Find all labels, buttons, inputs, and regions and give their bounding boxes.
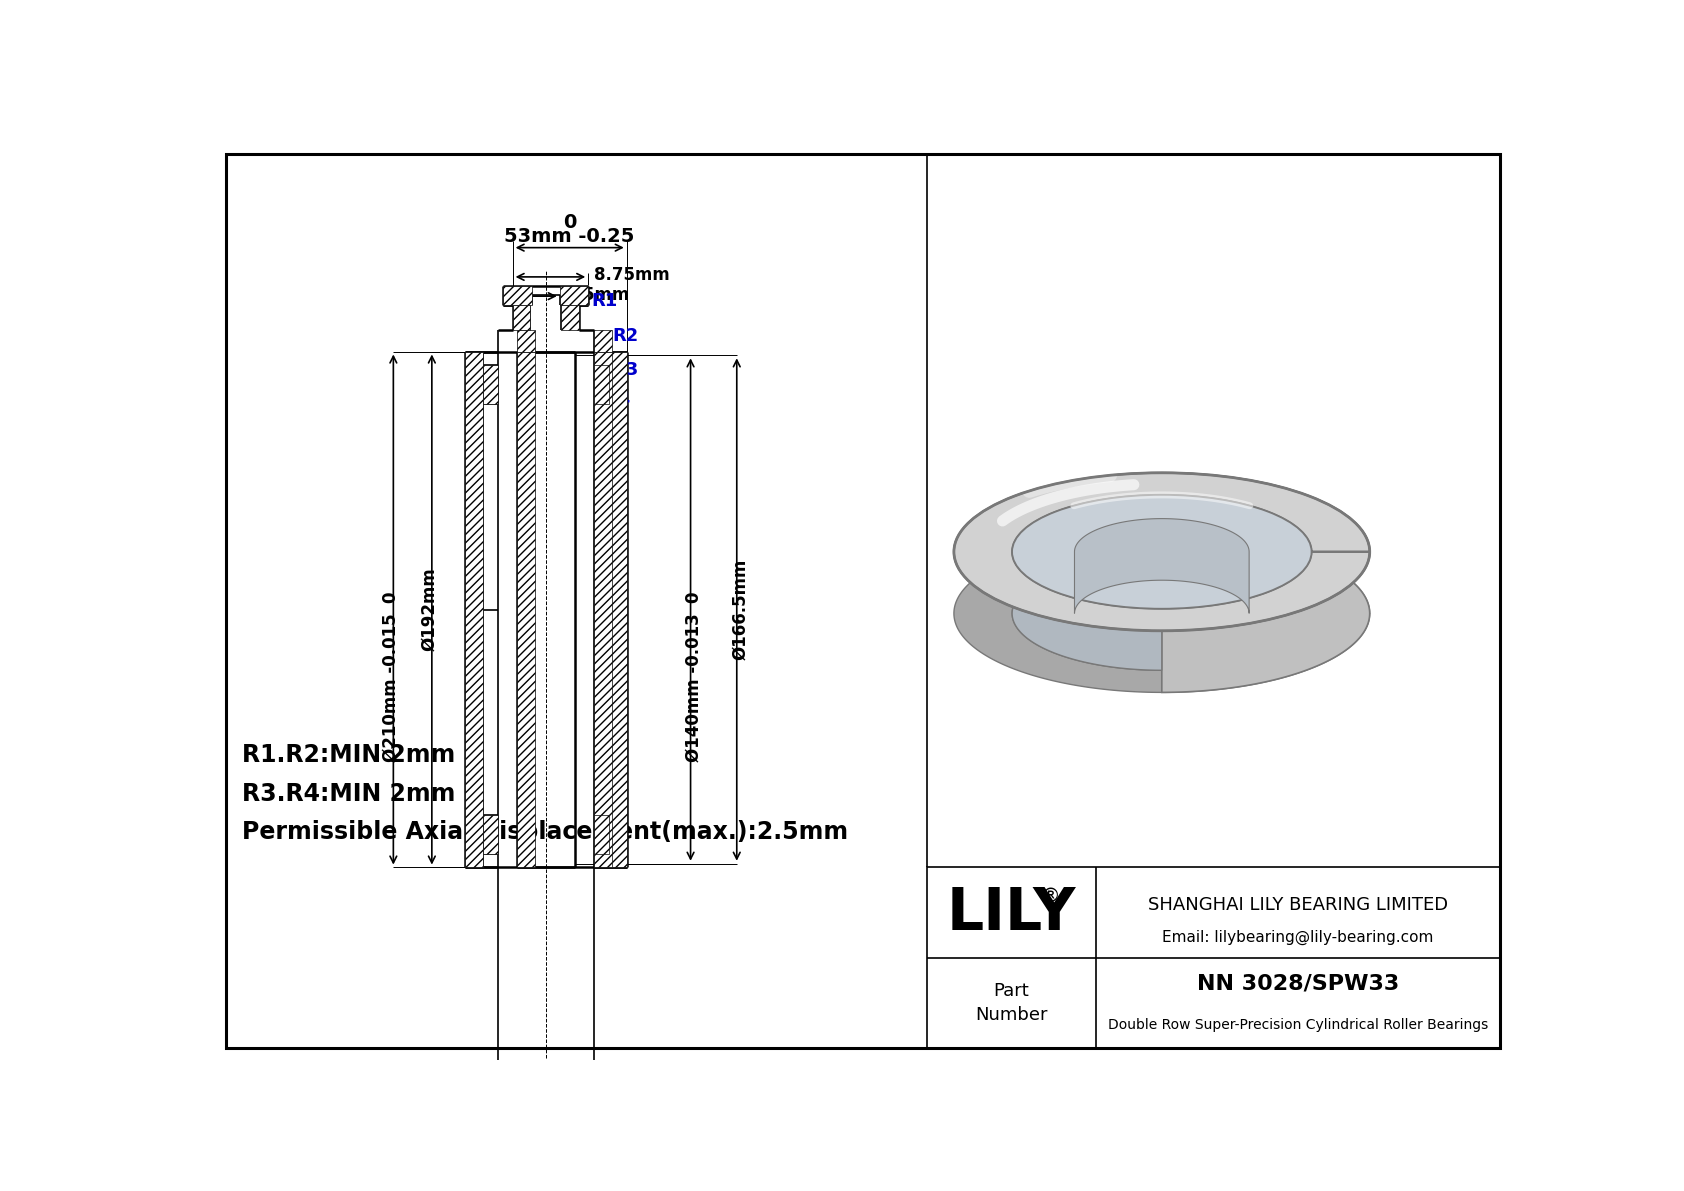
Bar xyxy=(504,286,532,305)
Polygon shape xyxy=(1012,495,1162,671)
Text: SHANGHAI LILY BEARING LIMITED: SHANGHAI LILY BEARING LIMITED xyxy=(1148,897,1448,915)
Bar xyxy=(483,815,498,854)
Text: R2: R2 xyxy=(611,326,638,345)
Polygon shape xyxy=(953,473,1369,631)
Polygon shape xyxy=(1162,473,1369,692)
Text: Ø210mm -0.015: Ø210mm -0.015 xyxy=(381,613,399,762)
Bar xyxy=(610,351,626,867)
Text: Permissible Axial Displacement(max.):2.5mm: Permissible Axial Displacement(max.):2.5… xyxy=(242,821,847,844)
Text: Ø192mm: Ø192mm xyxy=(419,568,438,651)
Text: R3.R4:MIN 2mm: R3.R4:MIN 2mm xyxy=(242,781,455,806)
Text: R1.R2:MIN 2mm: R1.R2:MIN 2mm xyxy=(242,743,455,767)
Text: R1: R1 xyxy=(591,292,618,311)
Bar xyxy=(559,286,588,305)
Text: 53mm -0.25: 53mm -0.25 xyxy=(505,227,635,247)
Bar xyxy=(465,351,483,867)
Bar xyxy=(593,815,610,854)
Bar xyxy=(593,351,611,867)
Polygon shape xyxy=(953,535,1369,692)
Text: ®: ® xyxy=(1041,887,1059,906)
Bar xyxy=(512,305,530,330)
Text: 8.75mm: 8.75mm xyxy=(594,267,670,285)
Ellipse shape xyxy=(1012,495,1312,609)
Bar xyxy=(561,305,579,330)
Text: R4: R4 xyxy=(605,392,630,410)
Text: 4.5mm: 4.5mm xyxy=(566,286,630,304)
Text: R3: R3 xyxy=(611,361,638,379)
Text: NN 3028/SPW33: NN 3028/SPW33 xyxy=(1197,973,1399,993)
Bar xyxy=(483,366,498,404)
Text: LILY: LILY xyxy=(946,885,1076,942)
Text: Ø140mm -0.013: Ø140mm -0.013 xyxy=(685,613,702,762)
Text: Ø166.5mm: Ø166.5mm xyxy=(731,559,749,660)
Polygon shape xyxy=(1074,518,1250,613)
Bar xyxy=(926,867,1500,1048)
Text: 0: 0 xyxy=(562,213,576,232)
Bar xyxy=(517,351,536,867)
Text: Email: lilybearing@lily-bearing.com: Email: lilybearing@lily-bearing.com xyxy=(1162,929,1433,944)
Text: 0: 0 xyxy=(685,592,702,604)
Text: Part
Number: Part Number xyxy=(975,983,1047,1024)
Text: 0: 0 xyxy=(381,592,399,604)
Bar xyxy=(593,366,610,404)
Bar xyxy=(593,330,611,351)
Bar xyxy=(517,330,536,351)
Text: Double Row Super-Precision Cylindrical Roller Bearings: Double Row Super-Precision Cylindrical R… xyxy=(1108,1018,1489,1031)
